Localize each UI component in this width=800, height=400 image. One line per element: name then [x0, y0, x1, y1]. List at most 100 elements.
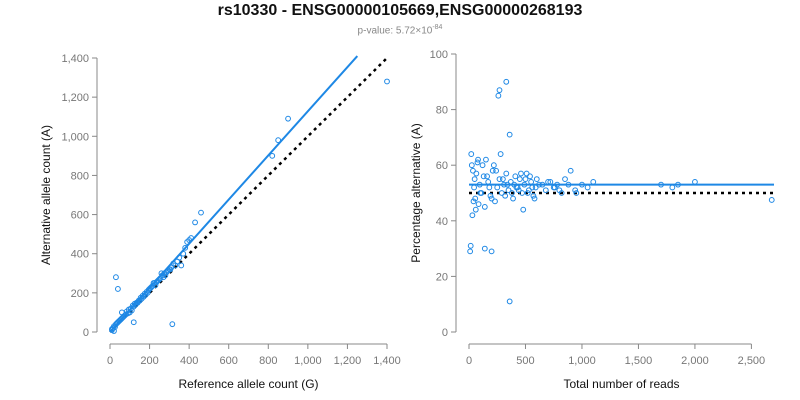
- data-point: [551, 184, 558, 191]
- x-tick-label: 500: [516, 355, 534, 367]
- data-point: [567, 167, 574, 174]
- x-axis-label: Reference allele count (G): [178, 377, 318, 391]
- data-point: [532, 184, 539, 191]
- data-point: [467, 242, 474, 249]
- data-point: [504, 181, 511, 188]
- data-point: [522, 176, 529, 183]
- y-tick-label: 600: [71, 210, 89, 222]
- chart-subtitle-pvalue: p-value: 5.72×10-84: [0, 24, 800, 36]
- data-point: [528, 178, 535, 185]
- x-tick-label: 0: [466, 355, 472, 367]
- data-point: [483, 156, 489, 163]
- x-tick-label: 1,500: [625, 355, 653, 367]
- data-point: [525, 187, 532, 194]
- data-point: [562, 176, 568, 183]
- data-point: [485, 178, 492, 185]
- data-point: [269, 152, 276, 159]
- data-point: [468, 162, 475, 169]
- data-point: [509, 190, 515, 196]
- data-point: [498, 190, 505, 196]
- reference-line: [109, 57, 388, 333]
- data-point: [178, 262, 185, 269]
- data-point: [468, 151, 475, 157]
- x-tick-label: 800: [259, 355, 277, 367]
- x-axis-label: Total number of reads: [563, 377, 679, 391]
- data-point: [496, 176, 503, 183]
- x-tick-label: 1,000: [568, 355, 596, 367]
- data-point: [480, 173, 487, 180]
- data-point: [113, 274, 119, 281]
- data-point: [590, 178, 597, 185]
- data-point: [584, 184, 591, 191]
- y-tick-label: 0: [83, 327, 89, 339]
- data-point: [536, 181, 542, 188]
- x-tick-label: 200: [140, 355, 158, 367]
- data-point: [474, 159, 481, 166]
- y-tick-label: 60: [436, 160, 448, 172]
- data-point: [675, 181, 681, 188]
- data-point: [481, 245, 488, 252]
- data-point: [472, 195, 479, 202]
- x-tick-label: 1,200: [334, 355, 362, 367]
- data-point: [506, 131, 513, 138]
- data-point: [499, 176, 506, 183]
- data-point: [486, 184, 493, 191]
- data-point: [505, 187, 512, 194]
- data-point: [475, 201, 482, 208]
- data-point: [481, 204, 488, 210]
- data-point: [524, 190, 531, 196]
- y-tick-label: 1,400: [61, 53, 89, 65]
- x-tick-label: 400: [180, 355, 198, 367]
- data-point: [489, 167, 496, 174]
- data-point: [529, 184, 536, 191]
- x-tick-label: 1,400: [373, 355, 401, 367]
- data-point: [471, 176, 478, 183]
- data-point: [523, 170, 530, 177]
- data-point: [198, 209, 204, 216]
- data-point: [503, 170, 510, 177]
- data-point: [167, 266, 174, 273]
- data-point: [502, 192, 509, 199]
- left-scatter-panel: 0 200 400 600 800 1,000 1,200 1,400 0 200 400 600 80…: [39, 53, 401, 391]
- data-point: [558, 190, 565, 196]
- data-point: [469, 212, 476, 219]
- pvalue-text: p-value: 5.72×10: [357, 25, 433, 37]
- x-tick-label: 2,000: [681, 355, 709, 367]
- data-point: [503, 78, 510, 85]
- data-point: [573, 190, 580, 196]
- data-point: [497, 151, 504, 157]
- x-tick-label: 1,000: [294, 355, 322, 367]
- right-scatter-panel: 0 20 40 60 80 100 0 500 1,000 1,500 2,000 2,500 Tota…: [409, 49, 775, 391]
- data-point: [542, 187, 549, 194]
- chart-title: rs10330 - ENSG00000105669,ENSG0000026819…: [217, 2, 583, 19]
- data-point: [512, 173, 519, 180]
- data-point: [476, 181, 483, 188]
- x-tick-label: 0: [107, 355, 113, 367]
- data-point: [518, 170, 524, 177]
- data-point: [484, 173, 490, 180]
- y-tick-label: 800: [71, 170, 89, 182]
- data-point: [514, 184, 521, 191]
- data-point: [565, 181, 572, 188]
- data-point: [492, 198, 498, 205]
- data-point: [519, 190, 525, 196]
- data-point: [130, 319, 137, 326]
- data-point: [488, 248, 495, 255]
- data-point: [488, 195, 495, 202]
- y-tick-label: 80: [436, 105, 448, 117]
- y-tick-label: 100: [430, 49, 448, 61]
- data-point: [490, 162, 497, 169]
- data-point: [520, 206, 527, 213]
- data-point: [471, 184, 477, 191]
- x-tick-label: 600: [220, 355, 238, 367]
- data-point: [472, 206, 479, 213]
- x-tick-label: 2,500: [738, 355, 766, 367]
- data-point: [547, 178, 554, 185]
- data-point: [285, 115, 291, 122]
- y-tick-label: 20: [436, 271, 448, 283]
- data-point: [180, 250, 187, 257]
- y-tick-label: 1,000: [61, 131, 89, 143]
- data-point: [496, 87, 503, 94]
- y-tick-label: 200: [71, 288, 89, 300]
